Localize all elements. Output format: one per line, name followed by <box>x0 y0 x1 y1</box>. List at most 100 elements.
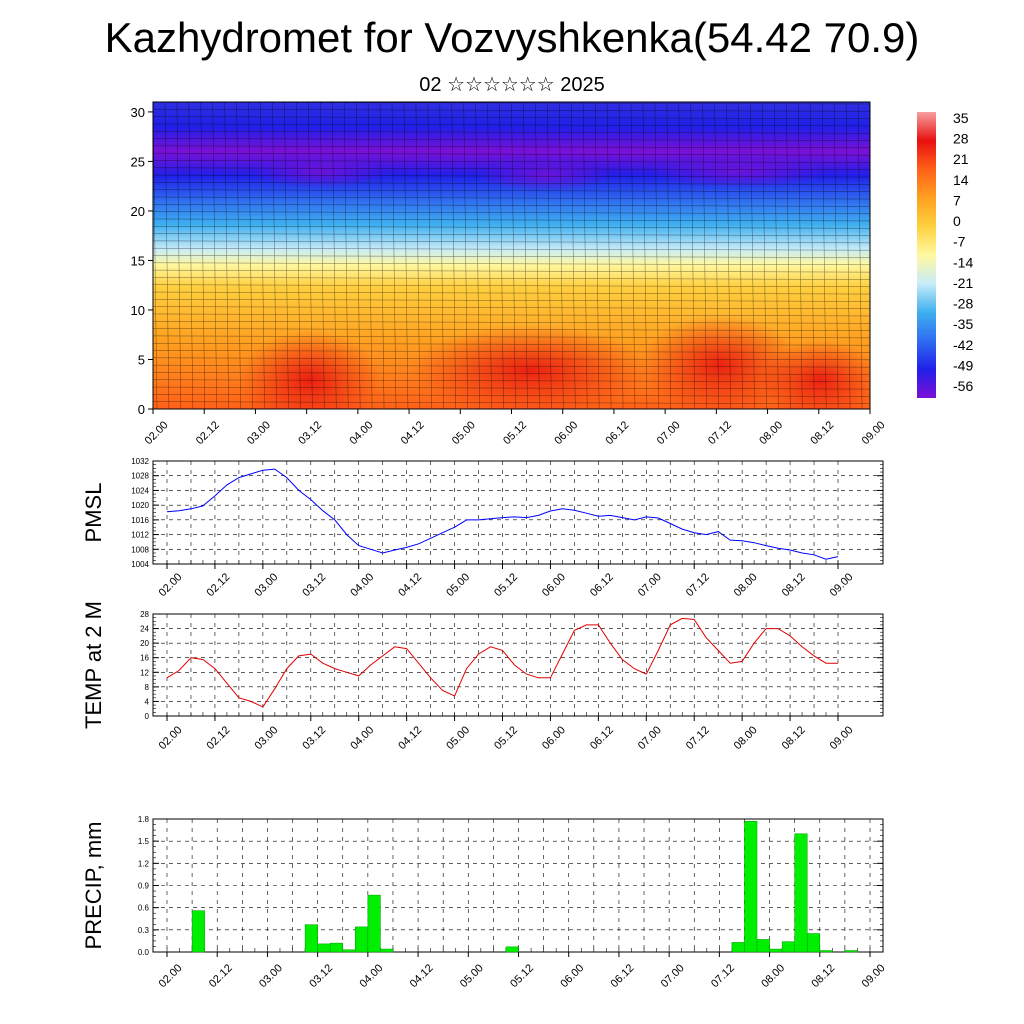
wind-vline <box>463 102 468 409</box>
precip-ytick-label: 0.0 <box>138 948 150 957</box>
cs-xtick-label: 07.12 <box>706 419 734 447</box>
warm-core-1 <box>410 325 650 409</box>
temp2m-xtick-label: 06.00 <box>540 724 568 752</box>
precip-xtick-label: 07.12 <box>709 962 737 990</box>
precip-xtick-label: 09.00 <box>860 962 888 990</box>
wind-hline <box>153 284 870 287</box>
colorbar-bar <box>917 112 936 398</box>
wind-hline <box>153 174 870 178</box>
pmsl-xtick-label: 04.00 <box>348 571 376 599</box>
wind-vline <box>606 102 612 409</box>
cs-xtick-label: 02.12 <box>194 419 222 447</box>
wind-vline <box>296 102 301 409</box>
cs-xtick-label: 04.00 <box>347 419 375 447</box>
precip-ytick-label: 1.8 <box>138 815 150 824</box>
colorbar-label: -35 <box>953 316 973 332</box>
temp2m-ytick-label: 20 <box>140 639 149 648</box>
colorbar-label: 35 <box>953 110 969 126</box>
cs-xtick-label: 03.12 <box>296 419 324 447</box>
wind-hline <box>153 138 870 141</box>
precip-bar <box>317 943 331 953</box>
wind-vline <box>451 102 456 409</box>
precip-xtick-label: 08.00 <box>759 962 787 990</box>
precip-xtick-label: 06.12 <box>609 962 637 990</box>
wind-vline <box>499 102 504 409</box>
temp-panel: 0 4 8 12 16 20 24 28 02.00 02.12 03.00 03.12 04.00 04… <box>81 601 884 752</box>
wind-vline <box>427 102 433 409</box>
wind-hline <box>153 328 870 331</box>
pmsl-xtick-label: 03.12 <box>300 571 328 599</box>
temp2m-xtick-label: 08.12 <box>780 724 808 752</box>
pmsl-xtick-label: 05.12 <box>492 571 520 599</box>
colorbar-label: 28 <box>953 131 969 147</box>
wind-vline <box>391 102 397 409</box>
pmsl-xtick-label: 08.12 <box>780 571 808 599</box>
temp2m-xtick-label: 02.12 <box>205 724 233 752</box>
temp2m-xtick-label: 03.12 <box>300 724 328 752</box>
cs-xtick-label: 08.12 <box>808 419 836 447</box>
cold-core-0 <box>250 156 390 188</box>
pmsl-xtick-label: 03.00 <box>252 571 280 599</box>
wind-hline <box>153 306 870 309</box>
wind-vline <box>308 102 313 409</box>
precip-ytick-label: 0.6 <box>138 904 150 913</box>
colorbar-label: 21 <box>953 151 969 167</box>
cs-xtick-label: 02.00 <box>143 419 171 447</box>
wind-vline <box>487 102 492 409</box>
precip-bar <box>505 946 519 953</box>
precip-xtick-label: 02.00 <box>157 962 185 990</box>
wind-hline <box>153 160 870 163</box>
precip-bar <box>744 820 758 953</box>
wind-vline <box>594 102 600 409</box>
temp2m-xtick-label: 04.12 <box>396 724 424 752</box>
cs-xtick-label: 05.00 <box>450 419 478 447</box>
pmsl-xtick-label: 08.00 <box>732 571 760 599</box>
wind-vline <box>547 102 552 409</box>
colorbar-label: -14 <box>953 254 973 270</box>
wind-vline <box>403 102 409 409</box>
temp2m-ytick-label: 12 <box>140 668 149 677</box>
wind-vline <box>774 102 779 409</box>
precip-bar <box>380 948 394 953</box>
wind-vline <box>582 102 588 409</box>
pmsl-ytick-label: 1032 <box>131 457 149 466</box>
wind-vline <box>272 102 277 409</box>
precip-bar <box>367 894 381 953</box>
wind-vline <box>654 102 660 409</box>
precip-xtick-label: 06.00 <box>558 962 586 990</box>
pmsl-frame <box>152 460 884 565</box>
pmsl-ytick-label: 1028 <box>131 472 149 481</box>
precip-xtick-label: 04.00 <box>357 962 385 990</box>
cs-xtick-label: 05.12 <box>501 419 529 447</box>
wind-hline <box>153 269 870 273</box>
wind-vline <box>260 102 265 409</box>
cs-xtick-label: 07.00 <box>655 419 683 447</box>
wind-vline <box>571 102 576 409</box>
precip-bar <box>329 942 344 953</box>
warm-core-2 <box>640 315 800 409</box>
wind-hline <box>153 255 870 258</box>
wind-hline <box>153 364 870 368</box>
wind-vline <box>666 102 672 409</box>
pmsl-xtick-label: 06.00 <box>540 571 568 599</box>
temp2m-ylabel: TEMP at 2 M <box>81 601 106 729</box>
wind-vline <box>714 102 719 409</box>
cross-section-panel: 0 5 10 15 20 25 30 02.00 02.12 03.00 03.12 04.00 04.… <box>131 101 888 447</box>
precip-xtick-label: 08.12 <box>809 962 837 990</box>
wind-hline <box>153 130 870 134</box>
cs-xtick-label: 06.12 <box>604 419 632 447</box>
wind-vline <box>857 102 863 409</box>
precip-xtick-label: 03.12 <box>307 962 335 990</box>
cold-core-1 <box>475 159 615 191</box>
pmsl-ytick-label: 1008 <box>131 545 149 554</box>
wind-vline <box>332 102 337 409</box>
pmsl-ytick-label: 1012 <box>131 531 149 540</box>
cs-xtick-label: 09.00 <box>860 419 888 447</box>
wind-hline <box>153 247 870 251</box>
wind-vline <box>798 102 803 409</box>
wind-vline <box>690 102 695 409</box>
wind-hline <box>153 240 870 244</box>
wind-hline <box>153 350 870 353</box>
cs-ytick-label: 30 <box>131 105 145 120</box>
